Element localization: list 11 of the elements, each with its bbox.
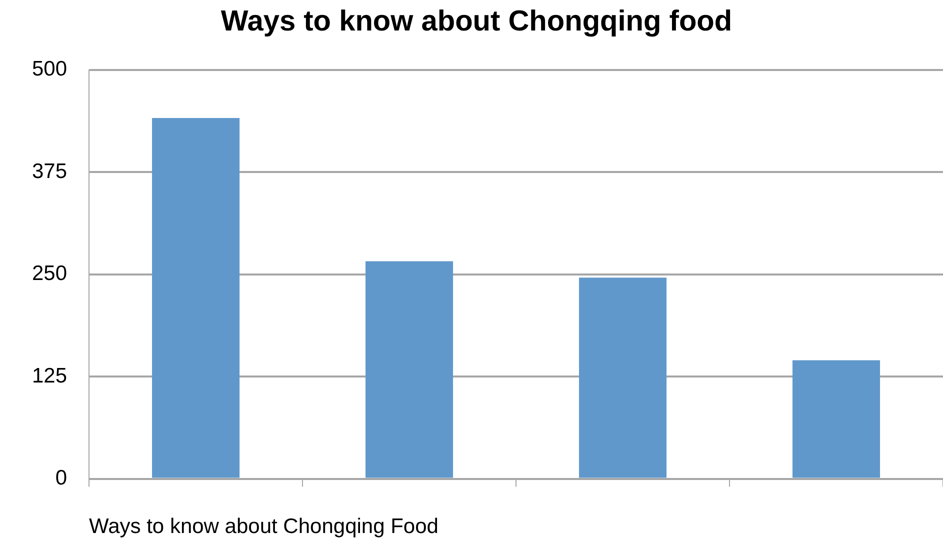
y-tick-label: 375 [32, 160, 68, 183]
bar [792, 360, 880, 478]
chart-title: Ways to know about Chongqing food [220, 5, 732, 38]
x-axis-title: Ways to know about Chongqing Food [89, 515, 438, 538]
y-tick-label: 125 [32, 364, 68, 388]
bar [152, 118, 240, 478]
y-tick-label: 0 [55, 466, 68, 490]
bar [579, 278, 667, 478]
y-tick-label: 500 [32, 58, 68, 81]
y-tick-label: 250 [32, 262, 68, 286]
bar [366, 261, 454, 478]
